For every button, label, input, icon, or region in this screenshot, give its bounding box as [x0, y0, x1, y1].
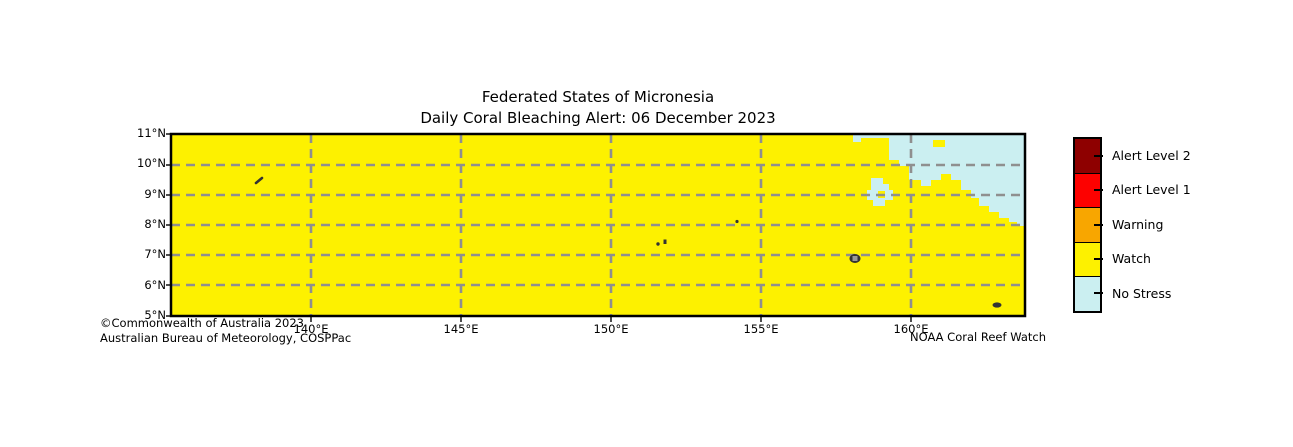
noaa-credit: NOAA Coral Reef Watch: [910, 330, 1046, 344]
island-mark: [656, 242, 660, 246]
axis-ticks: [166, 133, 912, 322]
x-tick-label: 140°E: [293, 322, 329, 336]
legend-label-warning: Warning: [1112, 217, 1164, 232]
island-mark: [992, 302, 1002, 308]
gridlines: [171, 134, 1025, 316]
y-tick-label: 6°N: [144, 278, 166, 292]
y-tick-label: 8°N: [144, 217, 166, 231]
y-tick-label: 11°N: [137, 126, 166, 140]
agency-line: Australian Bureau of Meteorology, COSPPa…: [100, 331, 352, 345]
chart-subtitle: Daily Coral Bleaching Alert: 06 December…: [420, 109, 776, 127]
colorbar-tick: [1094, 189, 1103, 191]
x-tick-label: 155°E: [743, 322, 779, 336]
watch-patch: [933, 140, 945, 147]
x-tick-label: 150°E: [593, 322, 629, 336]
copyright-line: ©Commonwealth of Australia 2023: [100, 316, 305, 330]
island-marks: [254, 176, 1002, 308]
y-tick-label: 9°N: [144, 187, 166, 201]
no-stress-region: [853, 134, 1025, 226]
island-mark: [735, 219, 739, 224]
legend-label-alert-level-2: Alert Level 2: [1112, 148, 1191, 163]
map-canvas: [166, 132, 1027, 322]
y-tick-label: 10°N: [137, 156, 166, 170]
colorbar-tick: [1094, 224, 1103, 226]
y-tick-label: 5°N: [144, 308, 166, 322]
colorbar-tick: [1094, 292, 1103, 294]
colorbar-tick: [1094, 155, 1103, 157]
chart-title: Federated States of Micronesia: [481, 88, 715, 106]
x-tick-label: 145°E: [443, 322, 479, 336]
x-tick-label: 160°E: [893, 322, 929, 336]
y-tick-label: 7°N: [144, 247, 166, 261]
colorbar-tick: [1094, 258, 1103, 260]
island-mark: [663, 239, 667, 244]
island-lagoon: [852, 256, 858, 261]
island-mark: [254, 176, 264, 185]
legend-label-watch: Watch: [1112, 251, 1151, 266]
chart-title-block: Federated States of Micronesia Daily Cor…: [171, 87, 1025, 129]
legend-label-alert-level-1: Alert Level 1: [1112, 182, 1191, 197]
legend-swatch-warning: [1075, 207, 1100, 242]
legend-label-no-stress: No Stress: [1112, 286, 1172, 301]
